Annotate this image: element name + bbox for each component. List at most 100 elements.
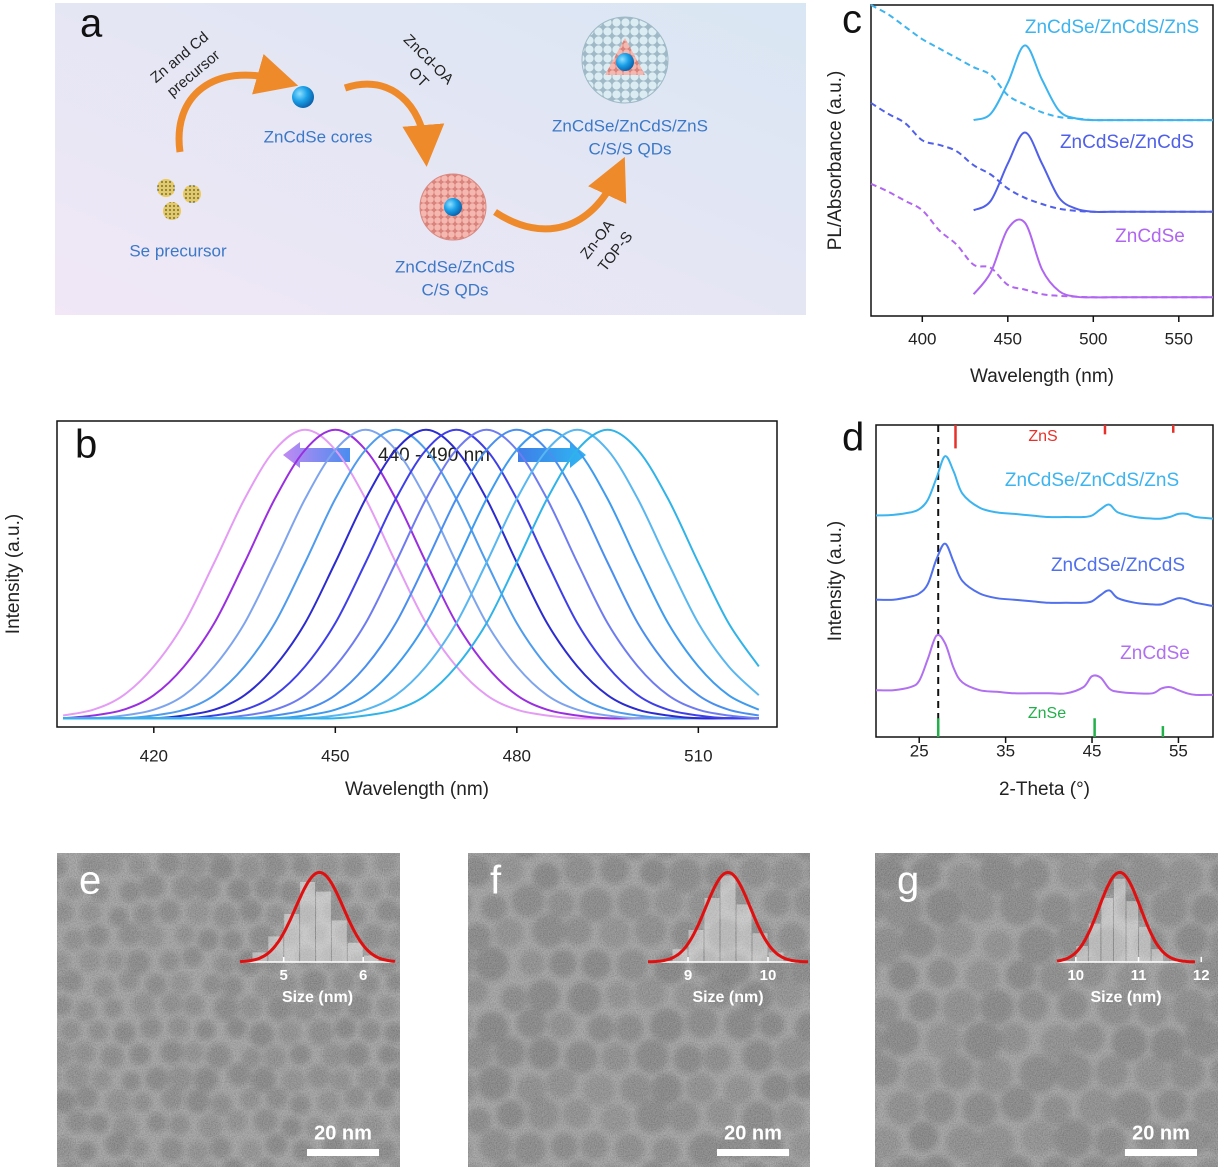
product: ZnCdSe/ZnCdS/ZnS (552, 116, 708, 135)
particle (314, 853, 323, 854)
histogram-bar (284, 914, 300, 962)
series-line (973, 131, 1213, 214)
histogram-bar (1139, 926, 1151, 962)
image-noise (57, 853, 400, 1167)
panel-label: g (897, 859, 919, 903)
particle (143, 829, 163, 849)
histogram-bar (347, 942, 363, 962)
core-icon (292, 86, 314, 108)
x-tick-label: 400 (908, 329, 936, 348)
image-noise (468, 853, 810, 1167)
series-label: ZnCdSe/ZnCdS (1051, 555, 1185, 576)
histogram-bar (363, 955, 379, 962)
histogram-bar (268, 936, 284, 962)
scale-bar-label: 20 nm (314, 1122, 372, 1144)
absorbance-line (870, 4, 1213, 122)
particle (807, 864, 810, 882)
scale-bar (1125, 1149, 1197, 1156)
panel-label: b (75, 423, 97, 467)
histogram-bar (300, 882, 316, 962)
x-tick-label: 25 (910, 741, 929, 760)
series-line (972, 218, 1213, 299)
histogram-bar (736, 904, 752, 962)
core-icon (616, 53, 634, 71)
histogram-bar (316, 891, 331, 962)
reference-label: ZnSe (1028, 705, 1066, 722)
series-line (63, 428, 759, 720)
panel-label: d (842, 416, 864, 460)
particle (97, 853, 112, 856)
reference-label: ZnS (1028, 428, 1057, 445)
se-precursor-icon (183, 185, 201, 203)
particle (1163, 853, 1180, 856)
plot-frame (875, 424, 1214, 738)
series-label: ZnCdSe (1115, 226, 1185, 247)
panel-label: c (842, 0, 862, 42)
particle (401, 856, 426, 881)
particle (468, 1014, 471, 1032)
scale-bar (717, 1149, 789, 1156)
particle (814, 1162, 843, 1171)
particle (557, 853, 577, 857)
panel-label: a (80, 2, 103, 46)
x-tick-label: 5 (280, 967, 288, 984)
se-precursor-icon (163, 202, 181, 220)
series-line (875, 633, 1214, 696)
histogram-bar (688, 930, 704, 962)
particle (183, 853, 186, 854)
x-tick-label: 550 (1165, 329, 1193, 348)
histogram-bar (331, 920, 347, 962)
fit-curve (1056, 870, 1196, 964)
product: C/S/S QDs (588, 139, 671, 158)
particle (759, 853, 781, 857)
x-axis-title: Wavelength (nm) (345, 779, 489, 800)
particle (448, 829, 474, 855)
x-tick-label: 9 (684, 967, 692, 984)
panel-label: e (79, 859, 101, 903)
x-axis-title: Size (nm) (692, 989, 763, 1006)
particle (401, 948, 426, 973)
histogram-bar (1113, 878, 1126, 962)
histogram-bar (1126, 901, 1139, 962)
x-tick-label: 12 (1193, 967, 1210, 984)
particle (224, 828, 249, 853)
scale-bar (307, 1149, 379, 1156)
x-tick-label: 450 (321, 746, 349, 765)
plot-frame (870, 4, 1214, 317)
product: Se precursor (129, 241, 227, 260)
scale-bar-label: 20 nm (1132, 1122, 1190, 1144)
particle (31, 1017, 56, 1042)
histogram-bar (1088, 923, 1101, 962)
particle (337, 830, 359, 852)
particle (468, 894, 472, 912)
product: ZnCdSe/ZnCdS (395, 257, 515, 276)
series-line (875, 542, 1214, 607)
x-tick-label: 420 (140, 746, 168, 765)
series-label: ZnCdSe/ZnCdS (1060, 132, 1194, 153)
se-precursor-icon (157, 179, 175, 197)
particle (58, 828, 82, 852)
x-tick-label: 500 (1079, 329, 1107, 348)
x-tick-label: 11 (1131, 967, 1147, 984)
plot-frame (56, 420, 778, 728)
particle (57, 1119, 59, 1129)
histogram-bar (720, 875, 736, 962)
particle (1004, 853, 1024, 857)
series-label: ZnCdSe/ZnCdS/ZnS (1005, 470, 1179, 491)
panel-label: f (490, 859, 502, 903)
annotation: 440 - 490 nm (378, 445, 490, 466)
y-axis-title: Intensity (a.u.) (3, 514, 24, 634)
particle (814, 1101, 843, 1130)
image-noise (875, 853, 1218, 1167)
tem-image (875, 853, 1218, 1167)
x-tick-label: 35 (996, 741, 1015, 760)
product: ZnCdSe cores (264, 127, 373, 146)
x-axis-title: Wavelength (nm) (970, 366, 1114, 387)
arrow (343, 80, 445, 167)
histogram-bar (704, 898, 720, 962)
particle (368, 853, 376, 854)
histogram-bar (1151, 949, 1164, 962)
histogram-bar (1076, 946, 1088, 962)
particle (875, 962, 878, 980)
